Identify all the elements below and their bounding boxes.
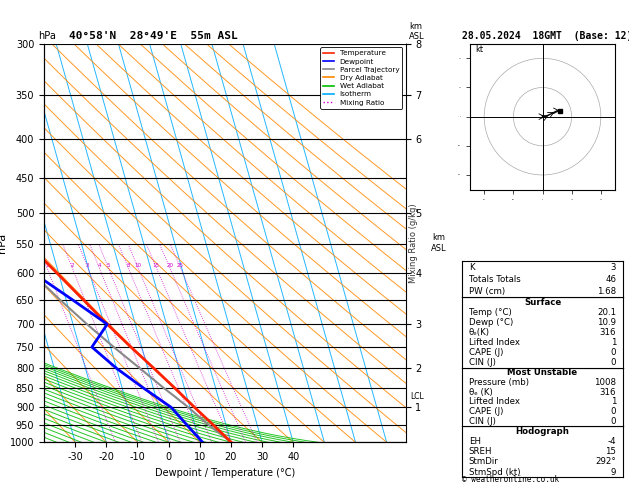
Text: 0: 0 [611,358,616,367]
Text: 15: 15 [153,262,160,268]
Text: 15: 15 [605,447,616,456]
X-axis label: Dewpoint / Temperature (°C): Dewpoint / Temperature (°C) [155,468,295,478]
Text: km
ASL: km ASL [409,22,425,41]
Text: 0: 0 [611,417,616,426]
Text: Mixing Ratio (g/kg): Mixing Ratio (g/kg) [409,203,418,283]
Text: © weatheronline.co.uk: © weatheronline.co.uk [462,474,559,484]
Text: LCL: LCL [410,392,423,400]
Text: StmDir: StmDir [469,457,498,467]
Text: CAPE (J): CAPE (J) [469,407,503,416]
Text: Pressure (mb): Pressure (mb) [469,378,529,387]
Text: 0: 0 [611,348,616,357]
Legend: Temperature, Dewpoint, Parcel Trajectory, Dry Adiabat, Wet Adiabat, Isotherm, Mi: Temperature, Dewpoint, Parcel Trajectory… [320,47,402,108]
Text: 20: 20 [166,262,173,268]
Text: StmSpd (kt): StmSpd (kt) [469,468,520,477]
Text: Temp (°C): Temp (°C) [469,308,511,317]
Text: θₑ (K): θₑ (K) [469,388,493,397]
Text: CAPE (J): CAPE (J) [469,348,503,357]
Text: 1008: 1008 [594,378,616,387]
Text: Lifted Index: Lifted Index [469,398,520,406]
Text: Hodograph: Hodograph [516,427,569,436]
Text: PW (cm): PW (cm) [469,287,505,296]
Text: -4: -4 [608,437,616,446]
Text: 1.68: 1.68 [597,287,616,296]
Text: Dewp (°C): Dewp (°C) [469,318,513,327]
Text: 316: 316 [600,388,616,397]
Text: 3: 3 [86,262,89,268]
Text: Totals Totals: Totals Totals [469,275,520,284]
Text: hPa: hPa [38,31,55,41]
Text: kt: kt [476,46,484,54]
Y-axis label: hPa: hPa [0,233,7,253]
Text: Lifted Index: Lifted Index [469,338,520,347]
Text: 4: 4 [97,262,101,268]
Text: 2: 2 [70,262,74,268]
Text: Surface: Surface [524,298,561,307]
Text: CIN (J): CIN (J) [469,417,496,426]
Text: 0: 0 [611,407,616,416]
Text: θₑ(K): θₑ(K) [469,328,490,337]
Text: 40°58'N  28°49'E  55m ASL: 40°58'N 28°49'E 55m ASL [69,31,238,41]
Text: 292°: 292° [596,457,616,467]
Text: 1: 1 [611,338,616,347]
Text: 3: 3 [611,262,616,272]
Text: 1: 1 [45,262,48,268]
Text: 28.05.2024  18GMT  (Base: 12): 28.05.2024 18GMT (Base: 12) [462,31,629,41]
Text: EH: EH [469,437,481,446]
Text: 10: 10 [135,262,142,268]
Text: 1: 1 [611,398,616,406]
Text: SREH: SREH [469,447,493,456]
Text: 8: 8 [126,262,130,268]
Text: 25: 25 [177,262,184,268]
Text: 5: 5 [106,262,110,268]
Text: 46: 46 [605,275,616,284]
Text: K: K [469,262,474,272]
Text: Most Unstable: Most Unstable [508,368,577,377]
Text: 316: 316 [600,328,616,337]
Text: 10.9: 10.9 [598,318,616,327]
Text: CIN (J): CIN (J) [469,358,496,367]
Y-axis label: km
ASL: km ASL [430,233,446,253]
Text: 20.1: 20.1 [597,308,616,317]
Text: 9: 9 [611,468,616,477]
